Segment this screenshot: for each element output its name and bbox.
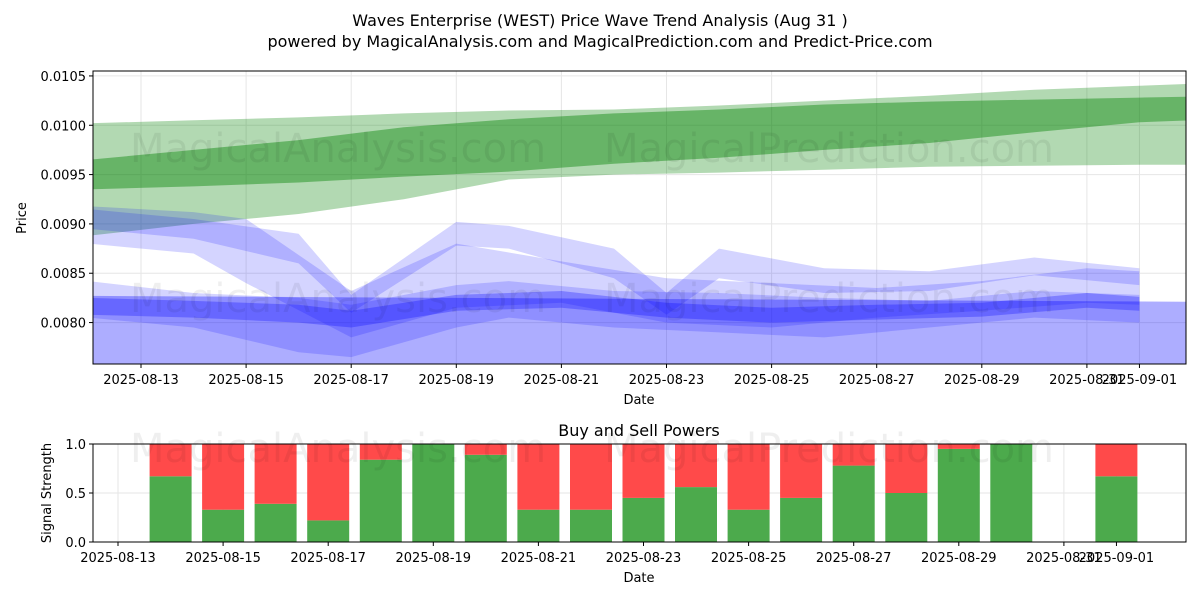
price-x-tick-label: 2025-08-29 xyxy=(944,373,1020,388)
price-y-tick-label: 0.0085 xyxy=(41,267,87,282)
price-y-ticks: 0.0080 0.0085 0.0090 0.0095 0.0100 0.0105 xyxy=(41,70,93,332)
buy-bar xyxy=(149,476,192,542)
sell-bar xyxy=(254,444,297,504)
sell-bar xyxy=(727,444,770,510)
signal-x-tick-label: 2025-08-17 xyxy=(290,551,366,566)
sell-bar xyxy=(832,444,875,466)
price-x-tick-label: 2025-08-13 xyxy=(103,373,179,388)
watermark-left-2: MagicalAnalysis.com xyxy=(130,276,546,322)
sell-bar xyxy=(780,444,823,498)
green-light-band xyxy=(93,84,1186,236)
price-watermarks: MagicalAnalysis.com MagicalPrediction.co… xyxy=(130,126,1054,322)
signal-panel: Buy and Sell Powers MagicalAnalysis.com … xyxy=(40,421,1187,586)
signal-x-ticks: 2025-08-13 2025-08-15 2025-08-17 2025-08-19… xyxy=(80,542,1154,566)
green-dark-band xyxy=(93,96,1186,190)
sell-bar xyxy=(517,444,560,510)
signal-y-tick-label: 1.0 xyxy=(65,438,86,453)
sell-bar xyxy=(359,444,402,460)
price-x-ticks: 2025-08-13 2025-08-15 2025-08-17 2025-08-19… xyxy=(103,364,1177,388)
price-x-tick-label: 2025-08-31 xyxy=(1049,373,1125,388)
signal-x-tick-label: 2025-08-23 xyxy=(606,551,682,566)
blue-wide-band xyxy=(93,295,1186,364)
buy-bar xyxy=(570,509,612,542)
buy-bar xyxy=(307,520,350,542)
blue-wave-band xyxy=(93,209,1140,315)
price-y-tick-label: 0.0100 xyxy=(41,119,87,134)
price-x-tick-label: 2025-08-23 xyxy=(629,373,705,388)
signal-x-tick-label: 2025-08-27 xyxy=(816,551,892,566)
price-panel: MagicalAnalysis.com MagicalPrediction.co… xyxy=(15,70,1187,408)
signal-x-tick-label: 2025-08-19 xyxy=(396,551,472,566)
signal-x-tick-label: 2025-08-13 xyxy=(80,551,156,566)
buy-bar xyxy=(727,509,770,542)
signal-x-tick-label: 2025-09-01 xyxy=(1079,551,1155,566)
price-grid xyxy=(93,71,1186,364)
sell-bar xyxy=(464,444,507,455)
sell-bar xyxy=(1095,444,1138,477)
buy-bar xyxy=(412,444,455,542)
buy-bar xyxy=(990,444,1033,542)
signal-title: Buy and Sell Powers xyxy=(558,421,720,440)
buy-bar xyxy=(622,497,665,542)
price-y-label: Price xyxy=(15,202,30,234)
buy-bar xyxy=(517,509,560,542)
signal-y-tick-label: 0.0 xyxy=(65,536,86,551)
sell-bar xyxy=(570,444,612,510)
buy-bar xyxy=(359,459,402,542)
watermark-bottom-right: MagicalPrediction.com xyxy=(604,426,1054,472)
price-x-tick-label: 2025-08-19 xyxy=(419,373,495,388)
watermark-right-2: MagicalPrediction.com xyxy=(604,276,1054,322)
signal-y-ticks: 0.0 0.5 1.0 xyxy=(65,438,93,551)
price-y-tick-label: 0.0095 xyxy=(41,169,87,184)
signal-x-tick-label: 2025-08-15 xyxy=(185,551,261,566)
buy-bar xyxy=(464,454,507,542)
signal-x-tick-label: 2025-08-21 xyxy=(501,551,577,566)
signal-x-tick-label: 2025-08-25 xyxy=(711,551,787,566)
signal-bars xyxy=(149,444,1138,542)
sell-bar xyxy=(675,444,717,488)
blue-line-band xyxy=(93,291,1140,328)
buy-bar xyxy=(885,493,928,542)
sell-bar xyxy=(885,444,928,493)
sell-bar xyxy=(307,444,350,521)
sell-bar xyxy=(149,444,192,477)
price-frame xyxy=(92,70,1187,365)
price-x-tick-label: 2025-08-27 xyxy=(839,373,915,388)
price-x-tick-label: 2025-08-21 xyxy=(524,373,600,388)
signal-x-tick-label: 2025-08-31 xyxy=(1026,551,1102,566)
signal-x-tick-label: 2025-08-29 xyxy=(921,551,997,566)
buy-bar xyxy=(202,509,245,542)
signal-x-label: Date xyxy=(623,571,654,586)
buy-bar xyxy=(675,487,717,542)
sell-bar xyxy=(202,444,245,510)
buy-bar xyxy=(254,503,297,542)
signal-watermarks: MagicalAnalysis.com MagicalPrediction.co… xyxy=(130,426,1054,472)
price-x-tick-label: 2025-08-15 xyxy=(208,373,284,388)
price-y-tick-label: 0.0080 xyxy=(41,317,87,332)
price-x-label: Date xyxy=(623,393,654,408)
buy-bar xyxy=(1095,476,1138,542)
buy-bar xyxy=(832,465,875,542)
buy-bar xyxy=(780,497,823,542)
price-y-tick-label: 0.0105 xyxy=(41,70,87,85)
price-x-tick-label: 2025-09-01 xyxy=(1102,373,1178,388)
chart-title: Waves Enterprise (WEST) Price Wave Trend… xyxy=(352,11,847,30)
price-x-tick-label: 2025-08-25 xyxy=(734,373,810,388)
signal-y-tick-label: 0.5 xyxy=(65,487,86,502)
signal-y-label: Signal Strength xyxy=(40,443,55,543)
buy-bar xyxy=(937,448,980,542)
blue-wave-band xyxy=(93,281,1140,358)
price-x-tick-label: 2025-08-17 xyxy=(313,373,389,388)
watermark-bottom-left: MagicalAnalysis.com xyxy=(130,426,546,472)
sell-bar xyxy=(622,444,665,498)
watermark-right: MagicalPrediction.com xyxy=(604,126,1054,172)
price-bands xyxy=(93,84,1186,364)
watermark-left: MagicalAnalysis.com xyxy=(130,126,546,172)
chart-subtitle: powered by MagicalAnalysis.com and Magic… xyxy=(267,32,932,51)
blue-wave-band xyxy=(93,206,1140,338)
price-y-tick-label: 0.0090 xyxy=(41,218,87,233)
sell-bar xyxy=(937,444,980,449)
